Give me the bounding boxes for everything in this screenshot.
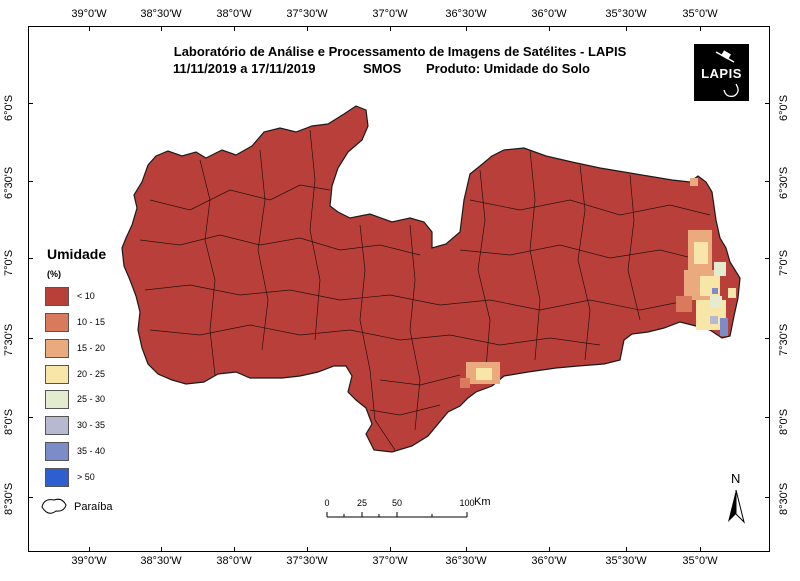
longitude-tick-mark: [234, 547, 235, 552]
longitude-tick-mark: [466, 547, 467, 552]
latitude-tick-mark: [765, 258, 770, 259]
scale-unit: Km: [474, 496, 491, 508]
legend-label: 15 - 20: [77, 343, 106, 353]
longitude-tick-mark: [161, 547, 162, 552]
longitude-tick-mark: [626, 547, 627, 552]
legend-swatch: [45, 339, 69, 358]
latitude-tick-mark: [765, 417, 770, 418]
paraiba-label: Paraíba: [74, 501, 113, 513]
legend-item: 35 - 40: [45, 442, 225, 462]
legend-item: 15 - 20: [45, 339, 225, 359]
lapis-logo: LAPIS: [694, 44, 749, 101]
legend-label: 20 - 25: [77, 369, 106, 379]
legend-item: 10 - 15: [45, 313, 225, 333]
longitude-tick-bottom: 35°30'W: [605, 555, 647, 567]
logo-text: LAPIS: [701, 66, 742, 81]
legend-item: 30 - 35: [45, 416, 225, 436]
longitude-tick-mark: [307, 26, 308, 31]
longitude-tick-mark: [89, 547, 90, 552]
legend-swatch: [45, 442, 69, 461]
legend-label: > 50: [77, 472, 95, 482]
scale-bar: [326, 512, 468, 518]
longitude-tick-top: 35°30'W: [605, 8, 647, 20]
map-title: Laboratório de Análise e Processamento d…: [173, 44, 627, 59]
longitude-tick-top: 37°30'W: [286, 8, 328, 20]
longitude-tick-top: 35°0'W: [682, 8, 718, 20]
longitude-tick-bottom: 39°0'W: [71, 555, 107, 567]
paraiba-state-shape: [121, 105, 741, 453]
north-arrow-icon: [728, 489, 745, 524]
longitude-tick-mark: [700, 547, 701, 552]
longitude-tick-mark: [626, 26, 627, 31]
longitude-tick-mark: [89, 26, 90, 31]
legend-label: 35 - 40: [77, 446, 106, 456]
date-range: 11/11/2019 a 17/11/2019: [173, 61, 316, 76]
latitude-tick-mark: [765, 497, 770, 498]
longitude-tick-bottom: 36°0'W: [531, 555, 567, 567]
satellite-icon: [715, 50, 739, 98]
latitude-tick-mark: [765, 338, 770, 339]
longitude-tick-top: 36°30'W: [445, 8, 487, 20]
legend-swatch: [45, 287, 69, 306]
longitude-tick-mark: [307, 547, 308, 552]
legend-label: 10 - 15: [77, 317, 106, 327]
legend-swatch: [45, 416, 69, 435]
latitude-tick-mark: [28, 258, 33, 259]
longitude-tick-top: 38°0'W: [216, 8, 252, 20]
legend-unit: (%): [47, 269, 61, 279]
longitude-tick-mark: [390, 547, 391, 552]
longitude-tick-mark: [549, 547, 550, 552]
longitude-tick-mark: [700, 26, 701, 31]
product-name: Produto: Umidade do Solo: [426, 61, 590, 76]
latitude-tick-mark: [28, 497, 33, 498]
longitude-tick-top: 36°0'W: [531, 8, 567, 20]
legend-label: 30 - 35: [77, 420, 106, 430]
legend-label: 25 - 30: [77, 394, 106, 404]
legend-swatch: [45, 313, 69, 332]
scale-tick-label: 25: [356, 498, 368, 508]
longitude-tick-mark: [234, 26, 235, 31]
legend-item: < 10: [45, 287, 225, 307]
longitude-tick-mark: [390, 26, 391, 31]
longitude-tick-mark: [161, 26, 162, 31]
legend-title: Umidade: [47, 246, 107, 262]
legend-swatch: [45, 468, 69, 487]
legend-label: < 10: [77, 291, 95, 301]
north-label: N: [731, 471, 741, 486]
longitude-tick-bottom: 38°30'W: [140, 555, 182, 567]
latitude-tick-mark: [765, 181, 770, 182]
legend-swatch: [45, 365, 69, 384]
sensor-name: SMOS: [363, 61, 402, 76]
scale-tick-label: 50: [391, 498, 403, 508]
legend-item: 20 - 25: [45, 365, 225, 385]
latitude-tick-mark: [765, 103, 770, 104]
moisture-patches: [460, 178, 736, 388]
longitude-tick-top: 38°30'W: [140, 8, 182, 20]
legend-swatch: [45, 390, 69, 409]
latitude-tick-mark: [28, 103, 33, 104]
longitude-tick-bottom: 37°0'W: [372, 555, 408, 567]
longitude-tick-top: 39°0'W: [71, 8, 107, 20]
paraiba-outline-icon: [41, 498, 67, 514]
scale-tick-label: 0: [324, 498, 330, 508]
latitude-tick-mark: [28, 181, 33, 182]
longitude-tick-mark: [549, 26, 550, 31]
longitude-tick-bottom: 38°0'W: [216, 555, 252, 567]
longitude-tick-bottom: 36°30'W: [445, 555, 487, 567]
longitude-tick-mark: [466, 26, 467, 31]
latitude-tick-mark: [28, 338, 33, 339]
longitude-tick-bottom: 37°30'W: [286, 555, 328, 567]
legend-item: > 50: [45, 468, 225, 488]
longitude-tick-top: 37°0'W: [372, 8, 408, 20]
legend-item: 25 - 30: [45, 390, 225, 410]
scale-tick-label: 100: [459, 498, 475, 508]
latitude-tick-mark: [28, 417, 33, 418]
longitude-tick-bottom: 35°0'W: [682, 555, 718, 567]
municipality-borders: [139, 129, 711, 451]
